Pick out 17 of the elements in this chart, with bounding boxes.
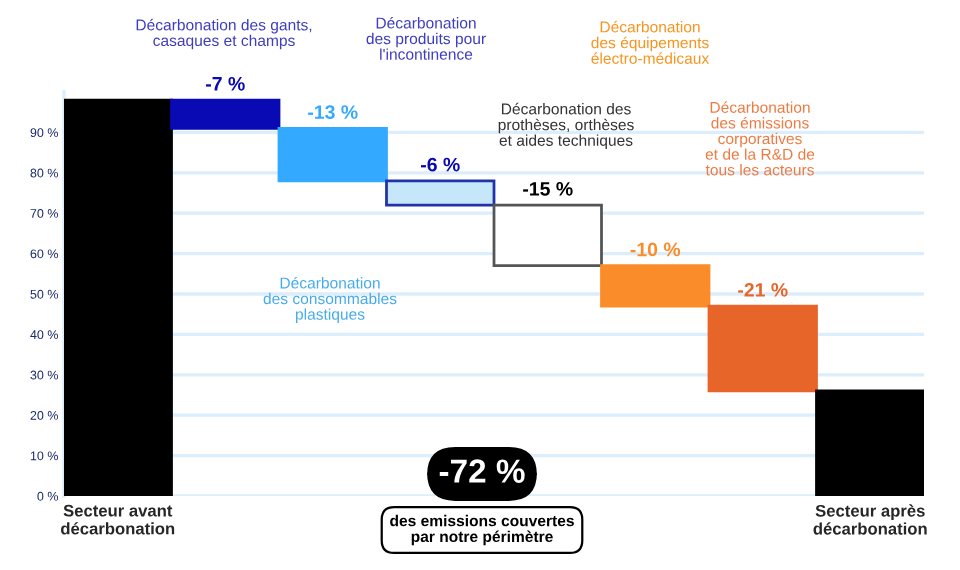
bar (707, 304, 818, 393)
data-label: -7 % (206, 76, 245, 91)
bar (600, 264, 711, 308)
bar (385, 179, 496, 207)
data-label: -15 % (523, 182, 573, 196)
bar (170, 98, 281, 130)
x-tick-label: Secteur après décarbonation (813, 504, 927, 535)
x-tick-label: Secteur avant décarbonation (61, 504, 175, 535)
annotation: -72 % (439, 459, 525, 483)
bar (815, 389, 924, 496)
data-label: -6 % (421, 157, 460, 172)
data-label: -10 % (630, 242, 681, 257)
bar (277, 126, 388, 183)
data-label: -21 % (738, 282, 788, 297)
data-label: -13 % (308, 105, 358, 119)
bar (492, 203, 603, 268)
bar (64, 98, 173, 496)
